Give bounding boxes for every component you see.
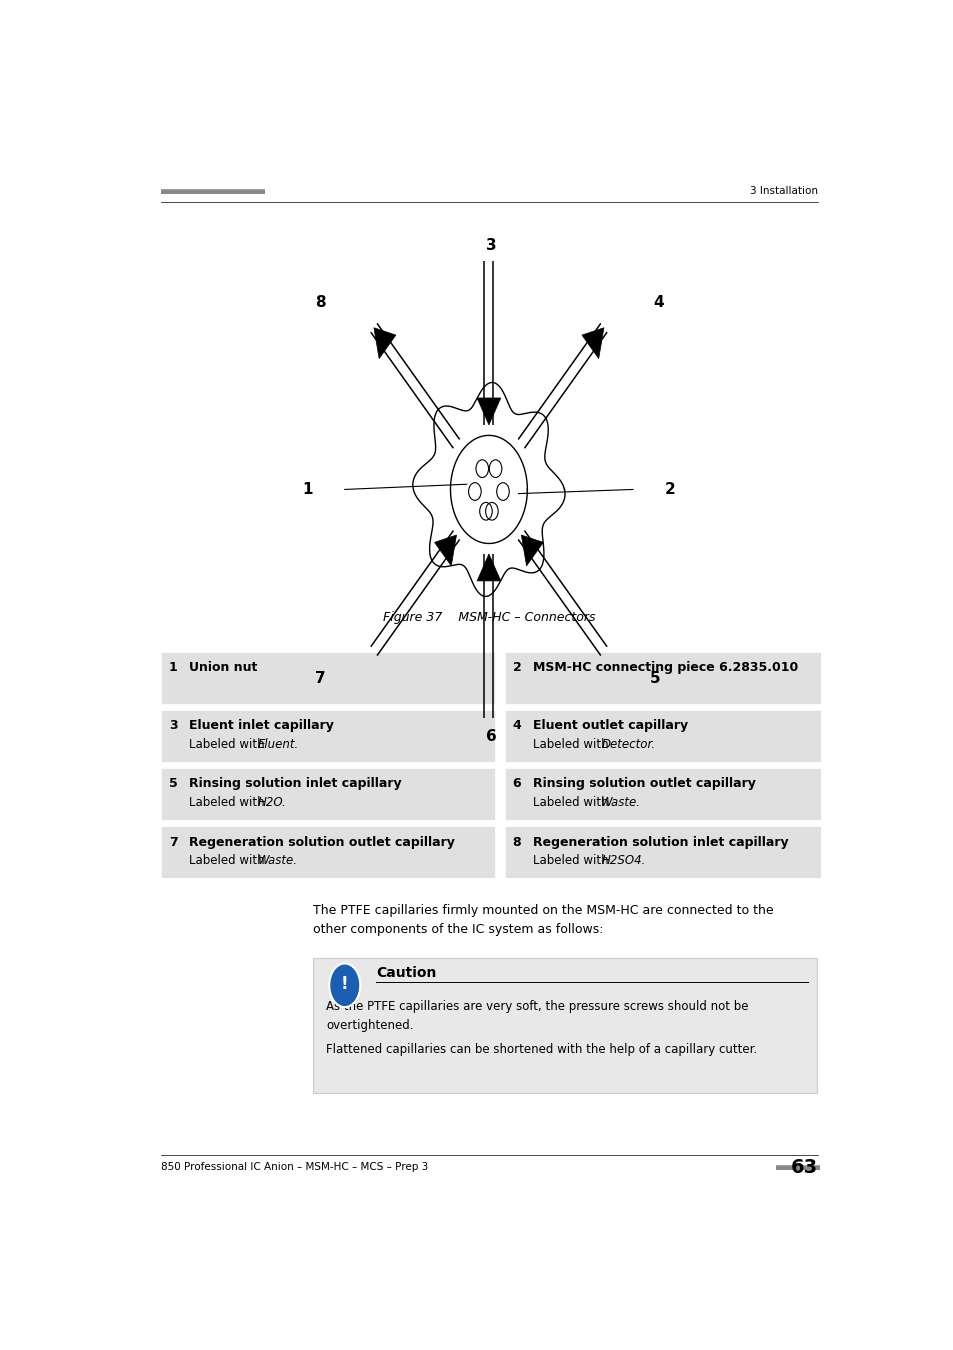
Text: Labeled with: Labeled with (533, 738, 612, 751)
Polygon shape (374, 328, 395, 359)
FancyBboxPatch shape (503, 709, 821, 763)
Text: Figure 37    MSM-HC – Connectors: Figure 37 MSM-HC – Connectors (382, 610, 595, 624)
Text: 63: 63 (790, 1158, 817, 1177)
Text: 7: 7 (314, 671, 325, 686)
Text: Labeled with: Labeled with (190, 738, 269, 751)
Text: Eluent.: Eluent. (257, 738, 298, 751)
Text: H2O.: H2O. (257, 796, 286, 809)
Text: Flattened capillaries can be shortened with the help of a capillary cutter.: Flattened capillaries can be shortened w… (326, 1044, 757, 1057)
Text: Labeled with: Labeled with (190, 855, 269, 867)
Text: As the PTFE capillaries are very soft, the pressure screws should not be: As the PTFE capillaries are very soft, t… (326, 1000, 748, 1012)
Text: 3 Installation: 3 Installation (749, 186, 817, 196)
Text: 8: 8 (314, 294, 325, 310)
Text: 8: 8 (512, 836, 520, 849)
Text: 6: 6 (485, 729, 496, 744)
Text: 5: 5 (169, 778, 177, 790)
Text: Labeled with: Labeled with (190, 796, 269, 809)
Text: !: ! (340, 975, 348, 994)
Text: 1: 1 (169, 662, 177, 674)
Text: 850 Professional IC Anion – MSM-HC – MCS – Prep 3: 850 Professional IC Anion – MSM-HC – MCS… (161, 1162, 428, 1172)
FancyBboxPatch shape (503, 767, 821, 821)
FancyBboxPatch shape (160, 825, 496, 879)
Text: Union nut: Union nut (190, 662, 257, 674)
Text: Waste.: Waste. (600, 796, 640, 809)
Text: MSM-HC connecting piece 6.2835.010: MSM-HC connecting piece 6.2835.010 (533, 662, 798, 674)
Text: Labeled with: Labeled with (533, 855, 612, 867)
Text: Detector.: Detector. (600, 738, 655, 751)
Text: 3: 3 (485, 238, 496, 252)
Text: 3: 3 (169, 720, 177, 732)
Text: overtightened.: overtightened. (326, 1018, 414, 1031)
Polygon shape (476, 554, 500, 580)
Text: ■■■■■■■■■: ■■■■■■■■■ (775, 1162, 820, 1172)
FancyBboxPatch shape (160, 709, 496, 763)
Text: Eluent outlet capillary: Eluent outlet capillary (533, 720, 688, 732)
FancyBboxPatch shape (313, 958, 817, 1094)
Text: 7: 7 (169, 836, 177, 849)
Text: Eluent inlet capillary: Eluent inlet capillary (190, 720, 334, 732)
Polygon shape (581, 328, 603, 359)
Text: Waste.: Waste. (257, 855, 297, 867)
Text: Regeneration solution outlet capillary: Regeneration solution outlet capillary (190, 836, 455, 849)
Polygon shape (476, 398, 500, 425)
Text: Rinsing solution outlet capillary: Rinsing solution outlet capillary (533, 778, 756, 790)
Text: 4: 4 (512, 720, 520, 732)
Text: 5: 5 (649, 671, 659, 686)
Text: 2: 2 (664, 482, 675, 497)
Polygon shape (520, 535, 542, 566)
FancyBboxPatch shape (503, 825, 821, 879)
Text: Regeneration solution inlet capillary: Regeneration solution inlet capillary (533, 836, 788, 849)
Text: other components of the IC system as follows:: other components of the IC system as fol… (313, 923, 603, 936)
Text: 4: 4 (653, 294, 663, 310)
Polygon shape (435, 535, 456, 566)
Text: Caution: Caution (375, 965, 436, 980)
Text: 2: 2 (512, 662, 520, 674)
Text: Rinsing solution inlet capillary: Rinsing solution inlet capillary (190, 778, 402, 790)
Text: H2SO4.: H2SO4. (600, 855, 645, 867)
Circle shape (329, 964, 360, 1007)
Text: The PTFE capillaries firmly mounted on the MSM-HC are connected to the: The PTFE capillaries firmly mounted on t… (313, 904, 773, 917)
Text: ■■■■■■■■■■■■■■■■■■■■■: ■■■■■■■■■■■■■■■■■■■■■ (161, 186, 266, 196)
Text: 6: 6 (512, 778, 520, 790)
Text: 1: 1 (302, 482, 313, 497)
FancyBboxPatch shape (160, 651, 496, 705)
FancyBboxPatch shape (503, 651, 821, 705)
Text: Labeled with: Labeled with (533, 796, 612, 809)
FancyBboxPatch shape (160, 767, 496, 821)
